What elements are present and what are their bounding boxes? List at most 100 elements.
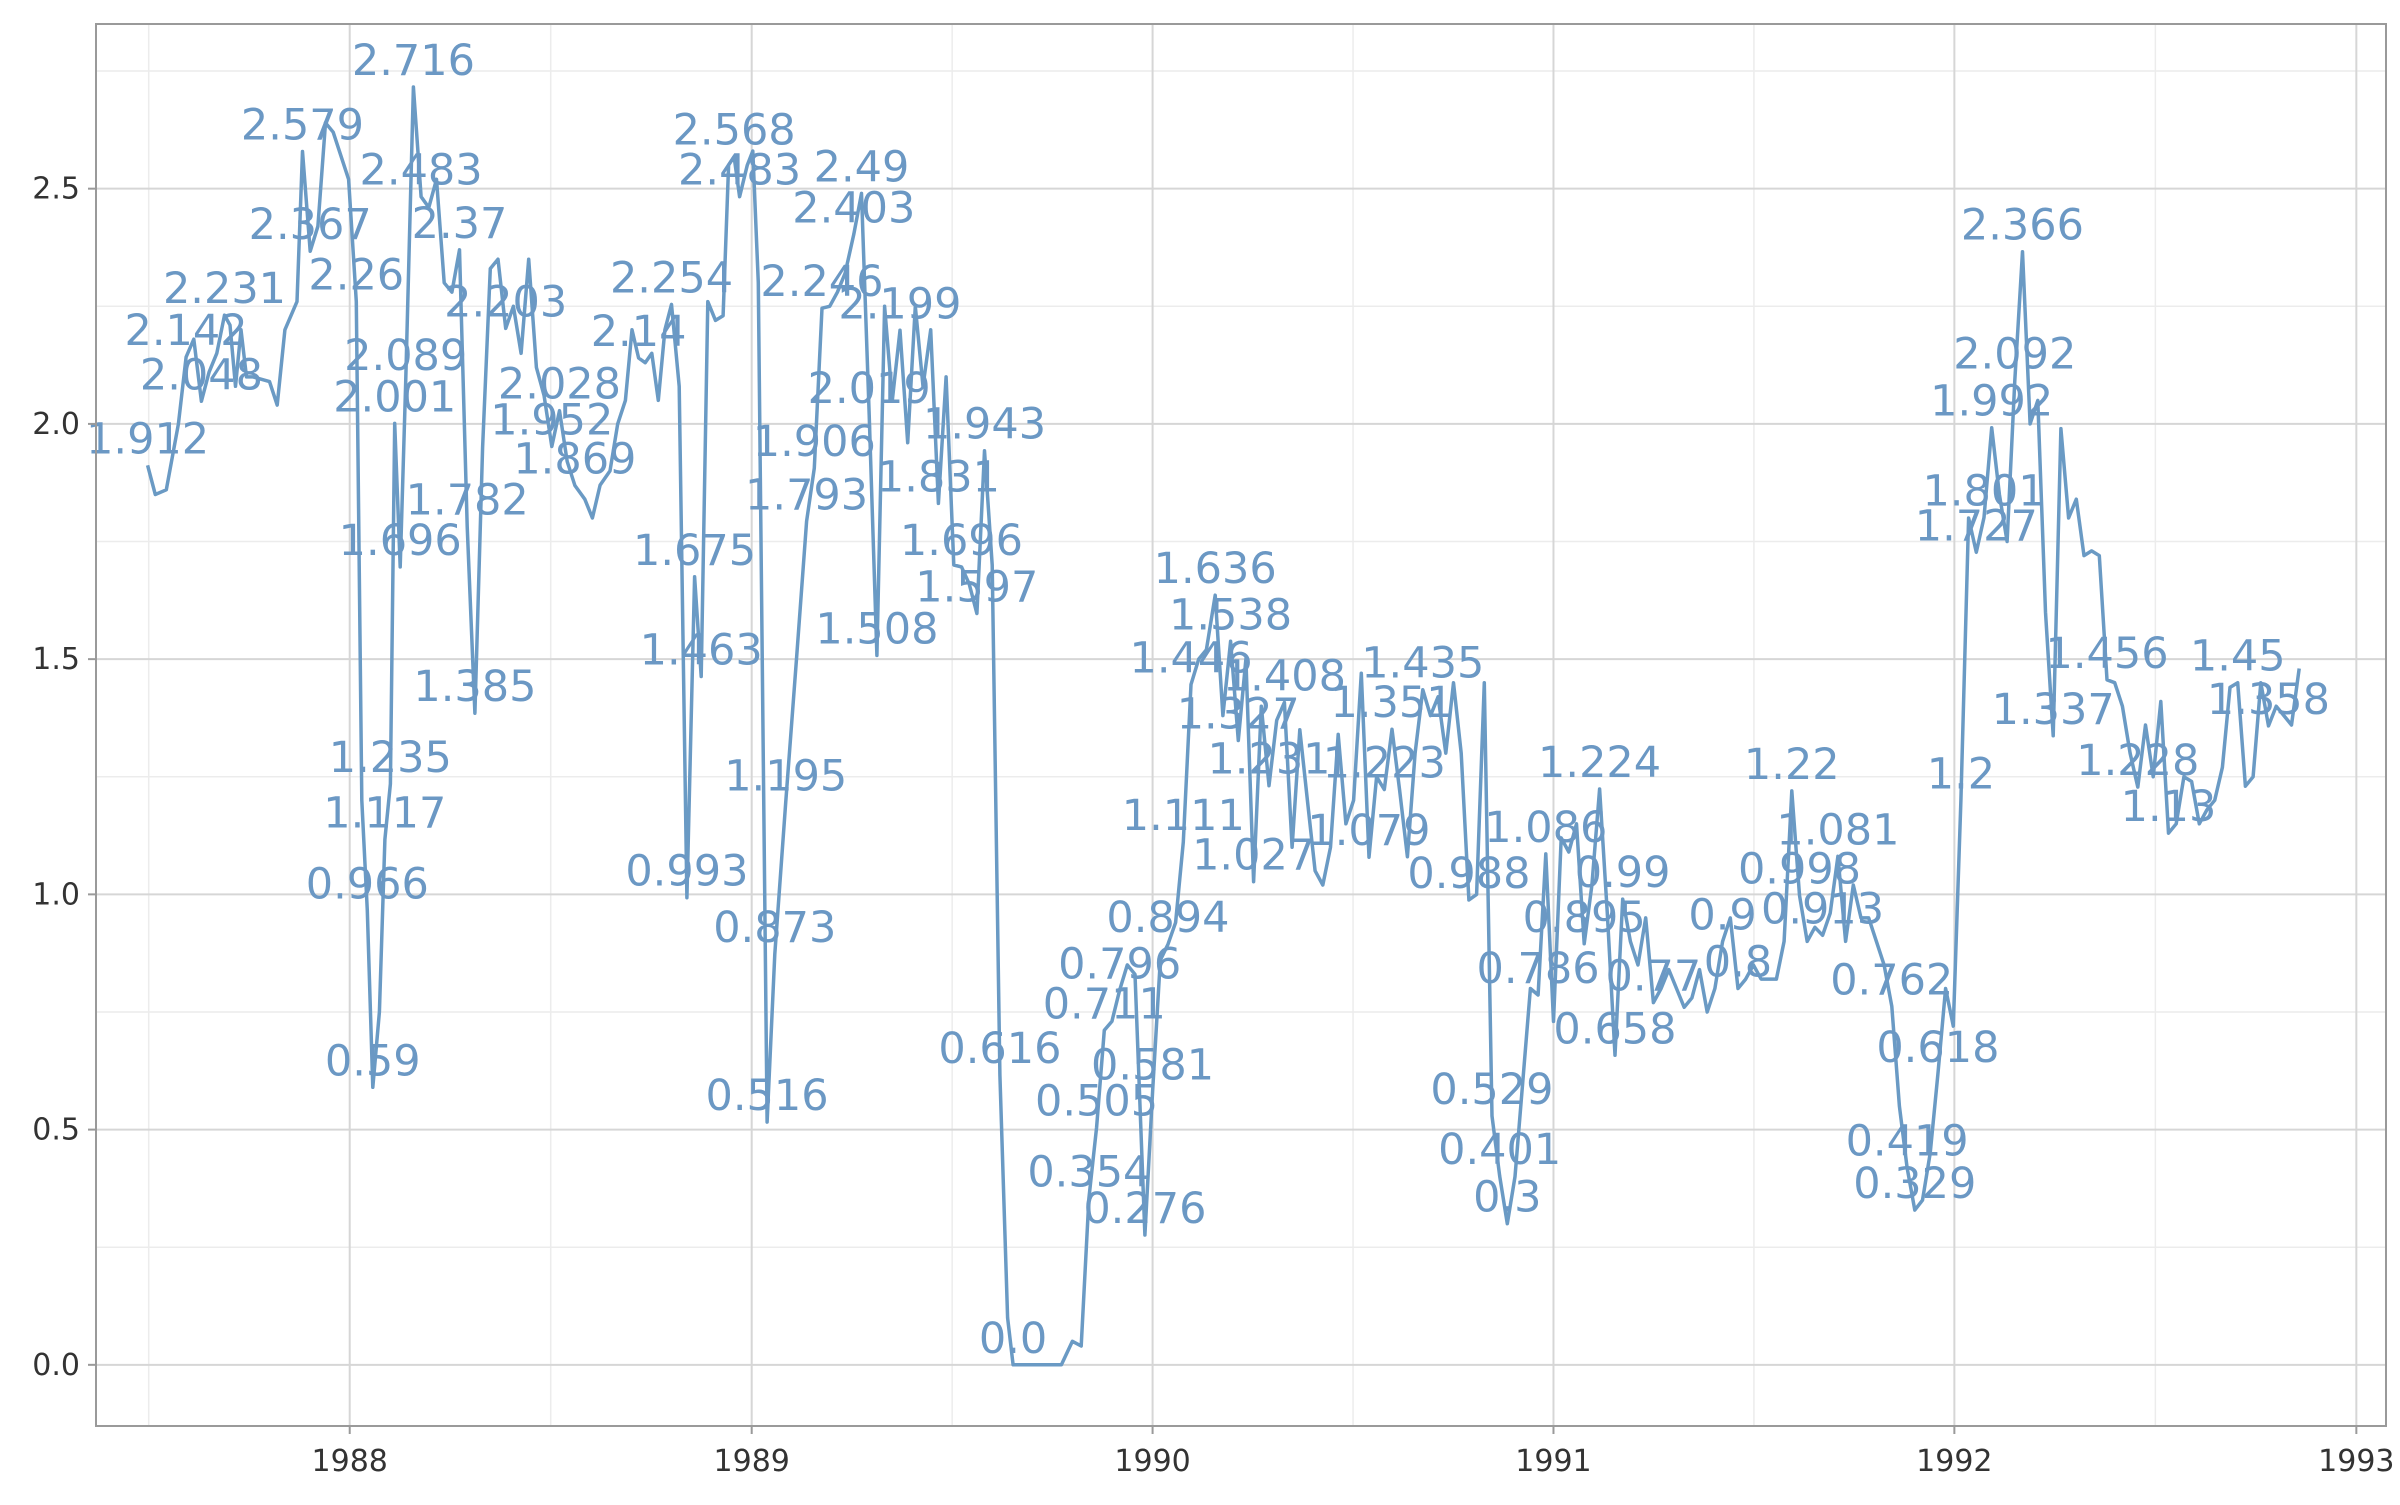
data-label: 0.3: [1473, 1173, 1541, 1223]
data-label: 1.224: [1538, 738, 1661, 788]
data-label: 1.385: [413, 662, 536, 712]
data-label: 1.727: [1915, 501, 2038, 551]
y-tick-label: 0.5: [32, 1113, 80, 1148]
data-label: 1.636: [1154, 544, 1277, 594]
data-label: 0.419: [1846, 1117, 1969, 1167]
y-tick-label: 0.0: [32, 1348, 80, 1383]
data-label: 0.762: [1830, 955, 1953, 1005]
x-tick-label: 1991: [1515, 1444, 1591, 1479]
data-label: 1.435: [1361, 639, 1484, 689]
data-label: 2.001: [333, 372, 456, 422]
data-label: 2.367: [249, 200, 372, 250]
data-label: 2.142: [125, 306, 248, 356]
data-label: 2.26: [308, 251, 404, 301]
data-label: 1.027: [1192, 831, 1315, 881]
x-tick-label: 1992: [1916, 1444, 1992, 1479]
data-label: 2.403: [792, 183, 915, 233]
data-label: 0.618: [1876, 1023, 1999, 1073]
data-label: 0.8: [1704, 937, 1772, 987]
y-tick-label: 2.0: [32, 407, 80, 442]
data-label: 2.203: [444, 277, 567, 327]
data-label: 0.99: [1575, 848, 1671, 898]
x-tick-label: 1990: [1114, 1444, 1190, 1479]
data-label: 2.048: [140, 350, 263, 400]
data-label: 1.117: [323, 788, 446, 838]
data-label: 0.529: [1430, 1065, 1553, 1115]
plot-frame: [95, 23, 2387, 1427]
data-label: 2.028: [498, 360, 621, 410]
data-label: 2.092: [1953, 330, 2076, 380]
major-gridlines: [96, 24, 2386, 1426]
data-label: 1.111: [1122, 791, 1245, 841]
data-label: 2.483: [678, 146, 801, 196]
data-label: 1.696: [900, 516, 1023, 566]
data-label: 0.895: [1523, 893, 1646, 943]
data-label: 1.463: [640, 626, 763, 676]
data-label: 1.358: [2207, 675, 2330, 725]
data-label: 1.408: [1223, 651, 1346, 701]
data-label: 2.483: [360, 146, 483, 196]
data-label: 1.235: [329, 733, 452, 783]
data-label: 1.906: [753, 417, 876, 467]
data-label: 0.0: [979, 1314, 1047, 1364]
data-label: 0.796: [1058, 939, 1181, 989]
data-label: 1.696: [339, 516, 462, 566]
data-label: 2.366: [1961, 201, 2084, 251]
data-label: 1.992: [1930, 377, 2053, 427]
data-label: 2.49: [814, 142, 910, 192]
data-label: 2.246: [760, 257, 883, 307]
x-tick-label: 1989: [714, 1444, 790, 1479]
minor-gridlines: [96, 24, 2386, 1426]
data-label: 1.793: [745, 470, 868, 520]
data-label: 2.716: [352, 36, 475, 86]
data-label: 1.675: [633, 526, 756, 576]
data-label: 2.568: [673, 106, 796, 156]
data-label: 1.45: [2190, 632, 2286, 682]
data-label: 1.079: [1307, 806, 1430, 856]
data-label: 0.401: [1438, 1125, 1561, 1175]
data-label: 2.37: [412, 199, 508, 249]
data-label: 0.581: [1091, 1040, 1214, 1090]
data-label: 0.616: [938, 1024, 1061, 1074]
data-label: 2.254: [610, 253, 733, 303]
data-label: 2.231: [163, 264, 286, 314]
data-label: 0.711: [1043, 979, 1166, 1029]
data-label: 1.086: [1484, 803, 1607, 853]
series-layer: [145, 85, 2301, 1367]
x-tick-label: 1993: [2318, 1444, 2394, 1479]
data-label: 1.943: [923, 400, 1046, 450]
data-label: 1.446: [1129, 634, 1252, 684]
x-tick-label: 1988: [312, 1444, 388, 1479]
y-tick-label: 1.5: [32, 642, 80, 677]
data-label: 1.538: [1169, 590, 1292, 640]
data-label: 1.351: [1330, 678, 1453, 728]
data-label: 0.276: [1083, 1184, 1206, 1234]
data-label: 2.019: [808, 364, 931, 414]
data-label: 1.22: [1744, 740, 1840, 790]
data-label: 0.966: [306, 859, 429, 909]
data-label: 1.228: [2076, 736, 2199, 786]
data-label: 0.505: [1035, 1076, 1158, 1126]
data-label: 0.59: [325, 1036, 421, 1086]
data-label: 1.912: [86, 414, 209, 464]
data-label: 0.329: [1853, 1159, 1976, 1209]
data-label: 1.195: [724, 752, 847, 802]
x-axis-ticks: 1988 1989 1990 1991 1992 1993: [312, 1426, 2395, 1479]
data-label: 0.998: [1738, 844, 1861, 894]
data-label: 1.231: [1207, 735, 1330, 785]
data-label: 1.13: [2121, 782, 2217, 832]
data-label: 0.516: [706, 1071, 829, 1121]
data-label: 0.77: [1606, 952, 1702, 1002]
data-label: 2.089: [344, 331, 467, 381]
data-label: 1.831: [877, 452, 1000, 502]
data-label: 2.14: [591, 307, 687, 357]
data-label: 2.579: [241, 100, 364, 150]
series-line: [145, 85, 2301, 1367]
data-label: 0.913: [1761, 884, 1884, 934]
y-axis-ticks: 0.0 0.5 1.0 1.5 2.0 2.5: [32, 172, 96, 1383]
data-label: 1.952: [490, 395, 613, 445]
data-label: 1.869: [513, 435, 636, 485]
data-label: 1.327: [1177, 690, 1300, 740]
